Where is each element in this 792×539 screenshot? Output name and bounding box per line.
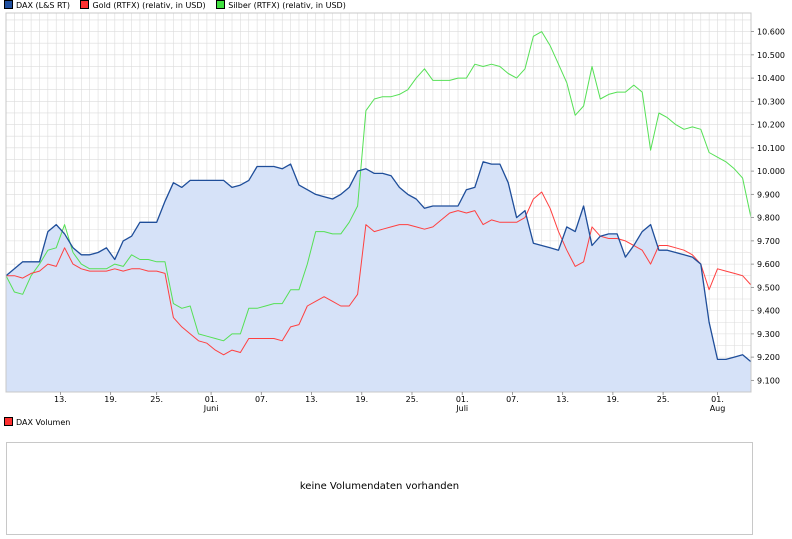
volume-legend-label: DAX Volumen	[16, 418, 71, 427]
y-tick-label: 10.300	[757, 97, 785, 106]
legend-label-gold: Gold (RTFX) (relativ, in USD)	[92, 1, 206, 10]
legend-item-gold[interactable]: Gold (RTFX) (relativ, in USD)	[80, 0, 206, 12]
y-tick-label: 10.100	[757, 144, 785, 153]
x-tick-month-label: Aug	[710, 404, 726, 413]
y-tick-label: 9.900	[757, 190, 780, 199]
x-tick-label: 19.	[355, 395, 368, 404]
y-axis: 9.100 9.200 9.300 9.400 9.500 9.600 9.700 9.800…	[751, 28, 785, 385]
y-tick-label: 9.300	[757, 330, 780, 339]
price-chart[interactable]: 9.100 9.200 9.300 9.400 9.500 9.600 9.700 9.800…	[0, 0, 792, 415]
y-tick-label: 9.400	[757, 307, 780, 316]
y-tick-label: 10.200	[757, 121, 785, 130]
volume-empty-message: keine Volumendaten vorhanden	[299, 481, 460, 492]
y-tick-label: 9.200	[757, 353, 780, 362]
x-tick-label: 25.	[406, 395, 419, 404]
volume-swatch	[4, 417, 13, 426]
legend-item-dax[interactable]: DAX (L&S RT)	[4, 0, 70, 12]
y-tick-label: 9.500	[757, 283, 780, 292]
y-tick-label: 10.600	[757, 28, 785, 37]
x-tick-label: 13.	[305, 395, 318, 404]
legend-label-silver: Silber (RTFX) (relativ, in USD)	[228, 1, 346, 10]
series-dax-line	[5, 161, 752, 363]
legend-item-silver[interactable]: Silber (RTFX) (relativ, in USD)	[216, 0, 346, 12]
y-tick-label: 9.600	[757, 260, 780, 269]
x-tick-label: 07.	[506, 395, 519, 404]
x-tick-label: 13.	[556, 395, 569, 404]
x-tick-label: 25.	[657, 395, 670, 404]
x-tick-label: 13.	[54, 395, 67, 404]
y-tick-label: 10.500	[757, 51, 785, 60]
x-tick-label: 01.	[205, 395, 218, 404]
volume-panel: keine Volumendaten vorhanden	[6, 442, 753, 535]
x-tick-label: 01.	[711, 395, 724, 404]
gold-swatch	[80, 0, 90, 9]
dax-swatch	[4, 0, 13, 9]
chart-legend: DAX (L&S RT) Gold (RTFX) (relativ, in US…	[4, 0, 354, 12]
x-tick-label: 19.	[104, 395, 117, 404]
volume-legend: DAX Volumen	[4, 417, 70, 429]
x-tick-label: 19.	[607, 395, 620, 404]
legend-label-dax: DAX (L&S RT)	[16, 1, 70, 10]
series-layer	[5, 31, 752, 392]
x-tick-month-label: Juni	[203, 404, 219, 413]
silver-swatch	[216, 0, 226, 9]
y-tick-label: 9.700	[757, 237, 780, 246]
series-silver-line	[5, 31, 752, 342]
x-tick-label: 07.	[255, 395, 268, 404]
y-tick-label: 9.800	[757, 214, 780, 223]
series-gold-line	[6, 191, 752, 356]
y-tick-label: 10.400	[757, 74, 785, 83]
x-tick-label: 01.	[456, 395, 469, 404]
y-tick-label: 10.000	[757, 167, 785, 176]
plot-frame	[5, 12, 752, 393]
x-tick-label: 25.	[150, 395, 163, 404]
y-tick-label: 9.100	[757, 376, 780, 385]
x-tick-month-label: Juli	[455, 404, 468, 413]
series-dax-area	[6, 161, 751, 392]
